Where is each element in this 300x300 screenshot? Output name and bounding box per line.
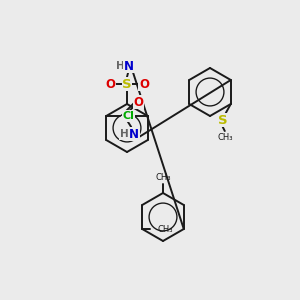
Text: O: O	[133, 95, 143, 109]
Text: Cl: Cl	[123, 111, 135, 121]
Text: O: O	[139, 77, 149, 91]
Text: H: H	[116, 61, 124, 71]
Text: N: N	[129, 128, 139, 140]
Text: O: O	[105, 77, 115, 91]
Text: CH₃: CH₃	[155, 172, 171, 182]
Text: CH₃: CH₃	[217, 134, 233, 142]
Text: S: S	[218, 113, 228, 127]
Text: H: H	[120, 129, 129, 139]
Text: N: N	[124, 59, 134, 73]
Text: CH₃: CH₃	[157, 224, 173, 233]
Text: S: S	[122, 77, 132, 91]
